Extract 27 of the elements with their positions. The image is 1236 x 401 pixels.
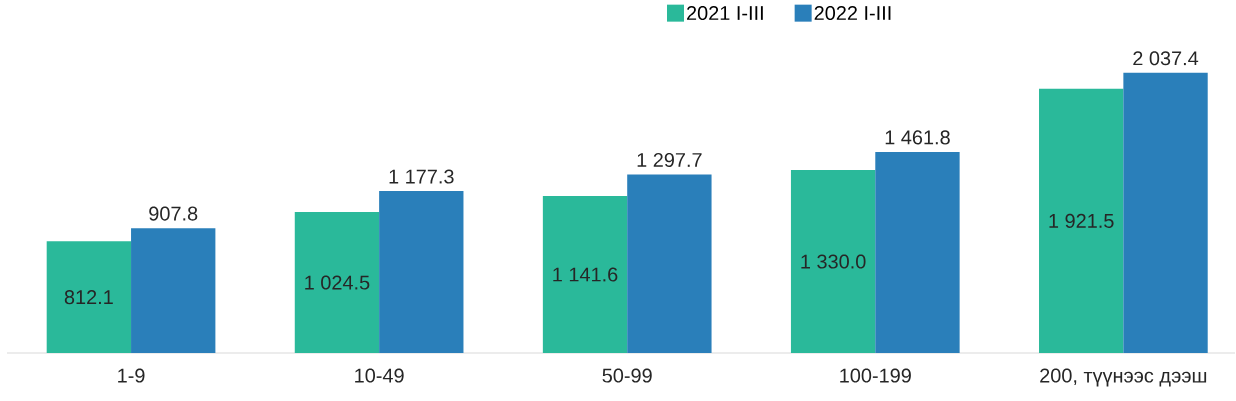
bar xyxy=(875,151,960,353)
x-tick-label: 50-99 xyxy=(602,368,652,383)
legend-label: 2021 I-III xyxy=(687,5,763,21)
bar xyxy=(627,174,712,353)
data-label: 1 141.6 xyxy=(553,267,618,282)
x-tick-label: 10-49 xyxy=(355,368,404,383)
data-label: 1 921.5 xyxy=(1049,213,1114,228)
data-label: 812.1 xyxy=(64,290,113,305)
bar xyxy=(790,170,876,353)
data-label: 1 024.5 xyxy=(305,275,370,290)
data-label: 1 330.0 xyxy=(801,254,866,269)
data-label: 1 461.8 xyxy=(885,130,950,145)
data-label: 1 297.7 xyxy=(637,152,702,168)
legend-label: 2022 I-III xyxy=(814,5,891,21)
bar xyxy=(1123,72,1208,353)
data-label: 1 177.3 xyxy=(389,169,454,184)
x-tick-label: 200, түүнээс дээш xyxy=(1040,368,1207,387)
x-tick-label: 100-199 xyxy=(840,368,911,383)
bar xyxy=(542,196,628,353)
data-label: 2 037.4 xyxy=(1133,51,1199,66)
bar xyxy=(294,212,380,353)
x-tick-label: 1-9 xyxy=(118,368,145,383)
data-label: 907.8 xyxy=(149,206,198,221)
bar xyxy=(1039,88,1124,353)
bar xyxy=(131,228,216,353)
bar xyxy=(46,241,132,353)
bar xyxy=(379,191,464,353)
